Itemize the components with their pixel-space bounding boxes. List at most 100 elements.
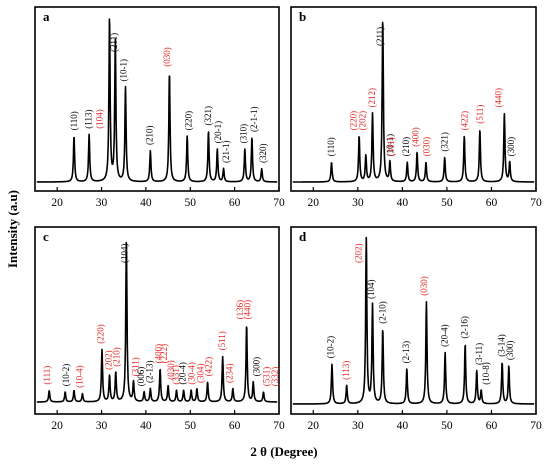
x-tick-label: 40	[397, 197, 409, 209]
xrd-pattern-line	[36, 241, 278, 403]
x-tick-label: 70	[273, 420, 285, 432]
peak-label: (304)	[196, 364, 206, 384]
peak-label: (2-13)	[401, 341, 411, 364]
x-tick-label: 30	[352, 197, 364, 209]
x-tick-label: 40	[140, 420, 152, 432]
peak-label: (320)	[258, 144, 268, 164]
peak-label: (3-11)	[474, 343, 484, 365]
peak-label: (030)	[419, 276, 429, 296]
peak-label: (511)	[217, 331, 227, 350]
peak-label: (30-4)	[187, 362, 197, 385]
peak-label: (21-1)	[221, 141, 231, 164]
peak-label: (321)	[203, 106, 213, 126]
panel-letter: a	[43, 9, 50, 24]
peak-label: (111)	[42, 366, 52, 385]
peak-label: (136)	[235, 300, 245, 320]
peak-label: (030)	[421, 137, 431, 157]
peak-label: (10-2)	[61, 364, 71, 387]
x-tick-label: 70	[273, 197, 285, 209]
x-tick-label: 20	[51, 197, 63, 209]
plot-frame	[290, 226, 537, 415]
x-tick-label: 40	[397, 420, 409, 432]
panel-letter: b	[299, 9, 306, 24]
peak-label: (321)	[440, 132, 450, 152]
y-axis-title: Intensity (a.u)	[5, 190, 20, 268]
plot-frame	[34, 6, 280, 192]
peak-label: (234)	[224, 364, 234, 384]
peak-label: (2-1-1)	[249, 107, 259, 133]
x-tick-label: 60	[229, 420, 241, 432]
peak-label: (210)	[401, 137, 411, 157]
xrd-pattern-line	[36, 18, 278, 183]
peak-label: (211)	[375, 27, 385, 46]
peak-label: (202)	[353, 244, 363, 264]
peak-label: (202)	[104, 350, 114, 370]
peak-label: (10-1)	[385, 134, 395, 157]
peak-label: (440)	[494, 88, 504, 108]
panel-a: a 20 30 40 50 60 70 (110) (113) (104) (211)(10-1) (…	[34, 6, 285, 209]
peak-label: (2-13)	[145, 361, 155, 384]
x-tick-label: 50	[185, 197, 197, 209]
xrd-pattern-line	[292, 21, 535, 183]
peak-label: (104)	[120, 244, 130, 264]
peak-label: (531)	[262, 367, 272, 387]
x-tick-label: 60	[486, 420, 498, 432]
peak-label: (110)	[69, 111, 79, 130]
peak-label: (030)	[162, 47, 172, 67]
peak-label: (311)	[386, 137, 396, 156]
x-axis-title: 2 θ (Degree)	[250, 444, 317, 459]
x-tick-label: 50	[441, 197, 453, 209]
peak-label: (10-2)	[326, 336, 336, 359]
peak-label: (220)	[96, 324, 106, 344]
x-tick-label: 50	[185, 420, 197, 432]
peak-label: (222)	[159, 344, 169, 364]
peak-label: (2-10)	[377, 301, 387, 324]
peak-label: (440)	[243, 300, 253, 320]
plot-frame	[290, 6, 537, 192]
peak-label: (211)	[109, 33, 119, 52]
peak-label: (310)	[239, 124, 249, 144]
peak-label: (331)	[171, 365, 181, 385]
peak-label: (212)	[367, 88, 377, 108]
peak-label: (210)	[145, 126, 155, 146]
peak-label: (400)	[153, 344, 163, 364]
panel-c: c 20 30 40 50 60 70 (111) (10-2) (10-4) (220) (202)…	[34, 226, 285, 432]
peak-label: (220)	[184, 111, 194, 131]
peak-label: (3-14)	[497, 334, 507, 357]
peak-label: (332)	[270, 367, 280, 387]
panel-letter: c	[43, 229, 49, 244]
xrd-pattern-line	[292, 236, 535, 405]
x-tick-label: 60	[229, 197, 241, 209]
peak-label: (202)	[357, 111, 367, 131]
peak-label: (20-4)	[178, 362, 188, 385]
peak-label: (104)	[94, 109, 104, 129]
peak-label: (20-4)	[440, 324, 450, 347]
peak-label: (300)	[506, 137, 516, 157]
x-tick-label: 20	[308, 197, 320, 209]
peak-label: (300)	[251, 357, 261, 377]
x-tick-label: 40	[140, 197, 152, 209]
peak-label: (210)	[112, 347, 122, 367]
peak-label: (220)	[348, 111, 358, 131]
peak-label: (030)	[166, 360, 176, 380]
x-tick-label: 30	[352, 420, 364, 432]
peak-label: (10-1)	[119, 59, 129, 82]
peak-label: (400)	[411, 127, 421, 147]
panel-b: b 20 30 40 50 60 70 (110) (220)(202)(212) (211) (1…	[290, 6, 542, 209]
peak-label: (10-8)	[481, 362, 491, 385]
x-tick-label: 20	[51, 420, 63, 432]
peak-label: (20-1)	[213, 121, 223, 144]
x-tick-label: 20	[308, 420, 320, 432]
peak-label: (006)	[136, 367, 146, 387]
x-tick-label: 70	[530, 420, 542, 432]
x-tick-label: 60	[486, 197, 498, 209]
peak-label: (300)	[505, 341, 515, 361]
x-tick-label: 50	[441, 420, 453, 432]
peak-label: (422)	[204, 357, 214, 377]
peak-label: (113)	[341, 361, 351, 380]
peak-label: (110)	[326, 137, 336, 156]
panel-letter: d	[299, 229, 307, 244]
x-tick-label: 30	[96, 420, 108, 432]
peak-label: (2-16)	[460, 316, 470, 339]
